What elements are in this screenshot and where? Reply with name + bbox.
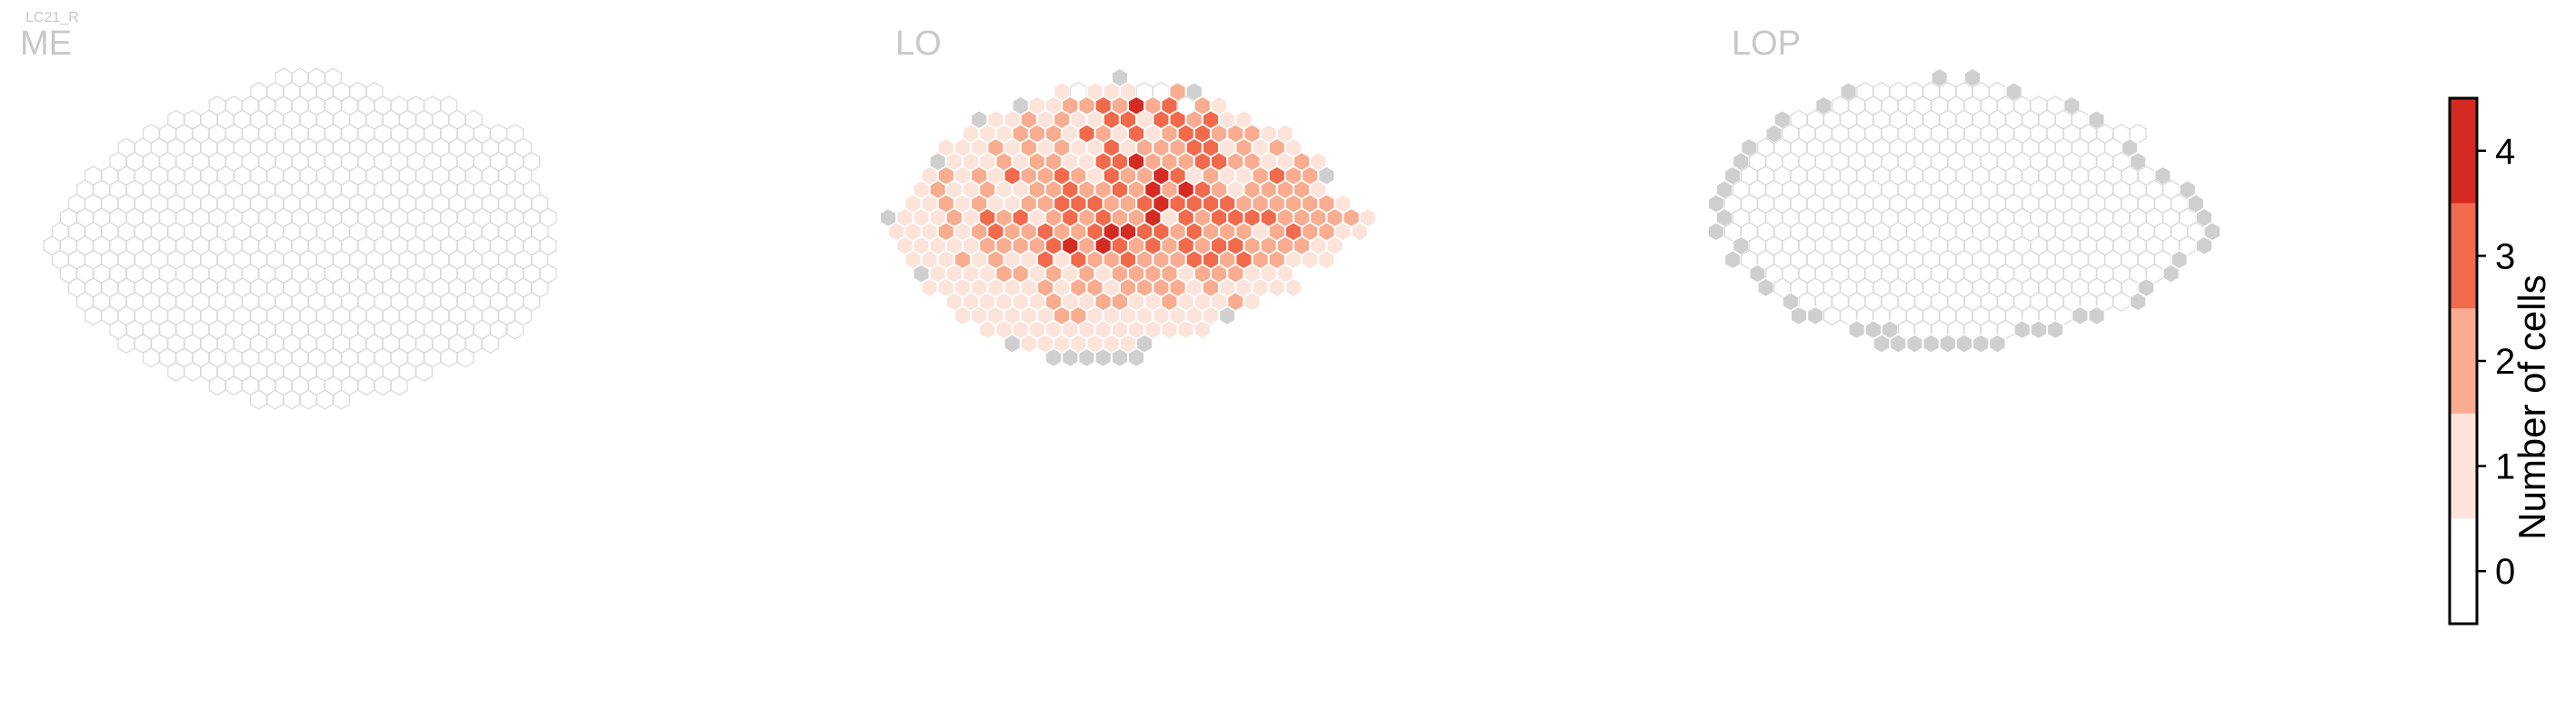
hex-cell [415,361,434,382]
hex-cell [2195,235,2213,256]
hex-cell [1094,347,1113,368]
hex-cell [374,376,392,396]
panel-me [43,67,557,410]
hex-cell [1020,333,1038,355]
panel-title-me: ME [20,25,72,63]
hex-cell [1177,319,1195,340]
hex-cell [315,389,334,410]
colorbar-segment [2450,203,2477,309]
colorbar-segment [2450,98,2477,204]
hex-cell [1756,277,1775,298]
hex-cell [1301,249,1319,270]
hex-cell [1218,305,1236,326]
hex-cell [283,389,301,410]
hex-cell [390,376,408,396]
panel-title-lop: LOP [1732,25,1801,63]
hex-cell [1922,333,1941,355]
colorbar-tick-label: 2 [2495,342,2515,382]
hex-cell [225,376,243,396]
panel-lop [1707,67,2222,355]
colorbar-label: Number of cells [2511,275,2553,540]
hex-cell [1872,333,1891,355]
hex-cell [85,305,103,326]
colorbar: 0 1 2 3 4 [2448,96,2515,626]
hex-cell [1044,347,1063,368]
hex-cell [1848,319,1866,340]
hex-cell [1707,221,1725,242]
hex-cell [1351,221,1369,242]
hex-cell [978,319,996,340]
hex-cell [2112,291,2131,312]
hex-cell [2013,319,2032,340]
hex-cell [1822,305,1841,326]
figure-label: LC21_R [25,10,79,25]
hex-cell [1268,277,1286,298]
hex-cell [1317,249,1336,270]
hex-cell [1972,333,1990,355]
hex-cell [506,319,524,340]
hex-cell [1077,347,1096,368]
colorbar-tick-label: 4 [2495,132,2515,172]
hex-cell [1111,347,1129,368]
hex-cell [1955,333,1973,355]
hex-cell [440,347,458,368]
hex-cell [2129,291,2147,312]
hex-cell [167,361,185,382]
hex-cell [1889,333,1907,355]
hex-cell [2046,319,2064,340]
colorbar-segment [2450,518,2477,624]
hex-cell [299,389,317,410]
hex-cell [117,334,135,354]
hex-cell [1160,319,1179,340]
hex-cell [357,376,375,396]
panel-lo [879,67,1377,368]
hex-cell [1806,305,1824,326]
colorbar-tick-label: 0 [2495,552,2515,592]
hex-cell [1723,249,1742,270]
hex-cell [1127,347,1145,368]
hex-cell [184,361,202,382]
hex-cell [2071,305,2090,326]
hex-cell [1939,333,1957,355]
hex-cell [1193,319,1212,340]
hex-cell [1003,333,1022,355]
hex-cell [1988,333,2007,355]
hex-cell [2030,319,2048,340]
colorbar-tick-label: 1 [2495,447,2515,487]
hex-cell [1243,291,1262,312]
hex-cell [1905,333,1924,355]
colorbar-tick-label: 3 [2495,236,2515,276]
hex-cell [142,347,160,368]
hex-cell [2162,263,2181,285]
hex-cell [208,376,226,396]
hex-cell [250,389,268,410]
hex-cell [266,389,285,410]
colorbar-segment [2450,308,2477,414]
panel-title-lo: LO [895,25,942,63]
hex-cell [481,334,499,354]
hex-cell [1790,305,1808,326]
hex-cell [1061,347,1079,368]
hex-cell [1284,277,1303,298]
hex-cell [456,347,474,368]
hex-cell [2087,305,2106,326]
colorbar-segment [2450,413,2477,519]
hex-cell [920,277,939,298]
hex-cell [954,305,972,326]
hex-cell [333,389,351,410]
